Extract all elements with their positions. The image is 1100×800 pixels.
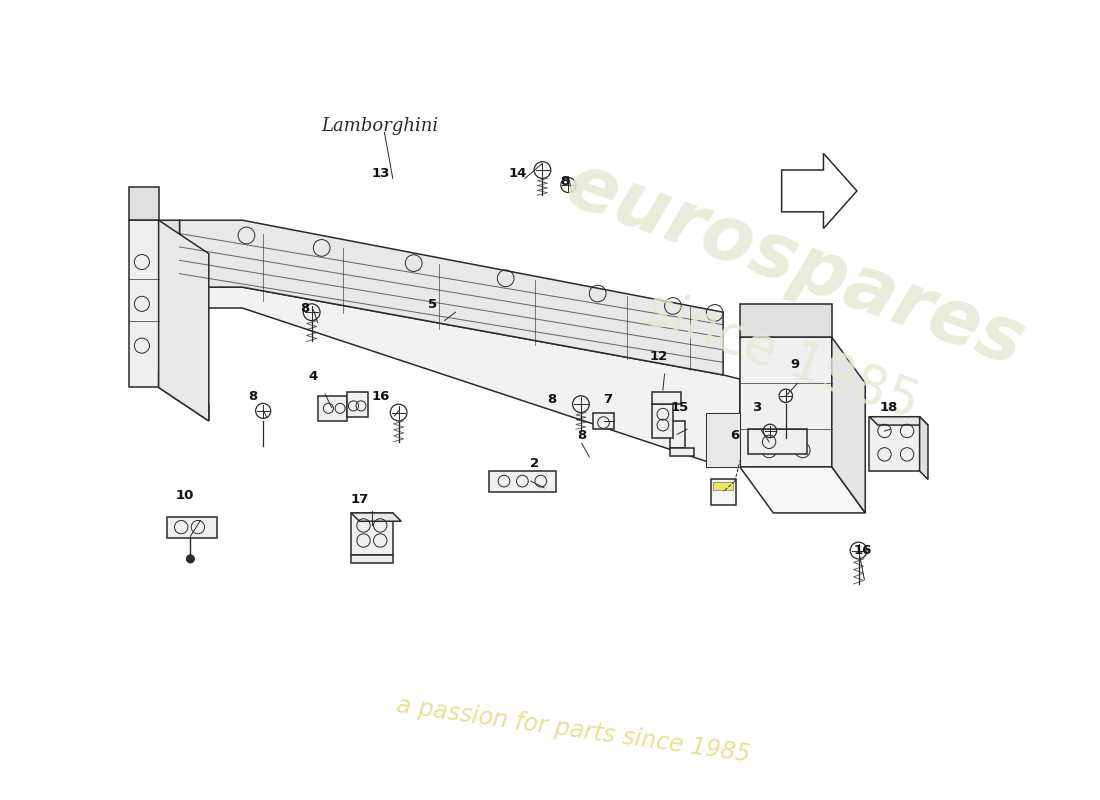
Text: 16: 16: [854, 545, 872, 558]
Text: 10: 10: [176, 489, 195, 502]
Text: Lamborghini: Lamborghini: [321, 117, 439, 135]
Polygon shape: [832, 338, 866, 513]
Polygon shape: [488, 471, 556, 492]
Polygon shape: [748, 430, 806, 454]
Polygon shape: [179, 220, 723, 375]
Text: eurospares: eurospares: [556, 148, 1034, 382]
Text: 15: 15: [671, 402, 689, 414]
Polygon shape: [351, 513, 402, 522]
Polygon shape: [594, 413, 615, 430]
Text: a passion for parts since 1985: a passion for parts since 1985: [395, 693, 751, 766]
Text: 18: 18: [880, 402, 898, 414]
Text: 16: 16: [372, 390, 390, 402]
Polygon shape: [167, 517, 217, 538]
Polygon shape: [346, 392, 367, 417]
Polygon shape: [130, 186, 158, 220]
Polygon shape: [706, 413, 740, 467]
Polygon shape: [713, 482, 733, 490]
Polygon shape: [869, 417, 920, 471]
Text: 7: 7: [603, 394, 612, 406]
Text: 13: 13: [372, 167, 390, 180]
Polygon shape: [711, 479, 736, 505]
Polygon shape: [318, 396, 346, 421]
Polygon shape: [670, 421, 685, 448]
Polygon shape: [130, 220, 158, 387]
Text: 6: 6: [730, 430, 740, 442]
Polygon shape: [158, 220, 179, 321]
Polygon shape: [740, 304, 832, 338]
Polygon shape: [351, 554, 393, 563]
Polygon shape: [869, 417, 928, 425]
Text: 8: 8: [578, 430, 586, 442]
Polygon shape: [158, 370, 209, 421]
Polygon shape: [179, 287, 740, 467]
Polygon shape: [740, 338, 832, 467]
Text: 8: 8: [249, 390, 257, 402]
Polygon shape: [652, 392, 681, 404]
Polygon shape: [158, 220, 209, 421]
Polygon shape: [351, 513, 393, 554]
Text: 8: 8: [300, 302, 309, 315]
Text: since 1985: since 1985: [638, 282, 926, 430]
Polygon shape: [670, 448, 694, 456]
Polygon shape: [652, 404, 673, 438]
Circle shape: [186, 554, 195, 563]
Polygon shape: [920, 417, 928, 479]
Text: 8: 8: [547, 394, 557, 406]
Text: 8: 8: [560, 175, 569, 188]
Text: 5: 5: [428, 298, 437, 311]
Text: 14: 14: [508, 167, 527, 180]
Text: 9: 9: [790, 358, 800, 370]
Text: 2: 2: [530, 457, 539, 470]
Text: 4: 4: [308, 370, 318, 382]
Text: 17: 17: [351, 493, 369, 506]
Text: 12: 12: [649, 350, 668, 363]
Polygon shape: [740, 467, 866, 513]
Text: 3: 3: [751, 402, 761, 414]
